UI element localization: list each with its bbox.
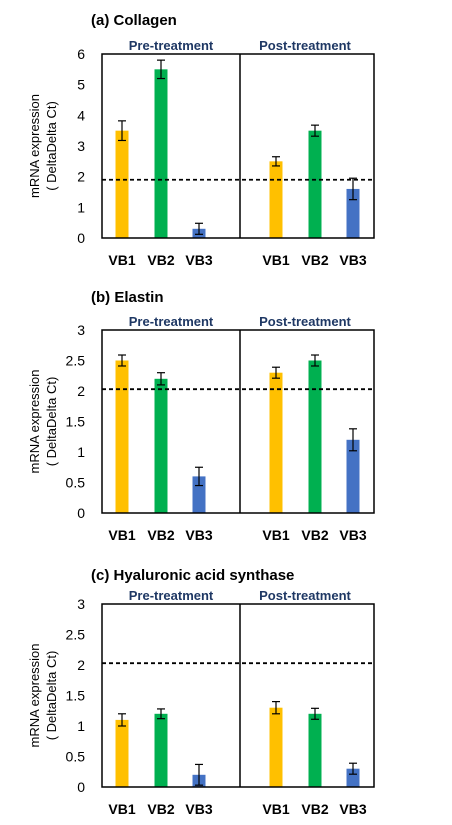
y-tick-label: 1.5 <box>66 414 86 430</box>
y-tick-label: 1 <box>77 444 85 460</box>
chart-title: (c) Hyaluronic acid synthase <box>91 567 294 584</box>
bar-vb1 <box>269 707 283 787</box>
x-tick-label: VB1 <box>262 252 289 268</box>
group-label-post: Post-treatment <box>259 588 351 603</box>
bar-vb2 <box>154 378 168 513</box>
group-label-pre: Pre-treatment <box>129 588 214 603</box>
x-tick-label: VB3 <box>339 527 366 543</box>
bar-vb3 <box>346 439 360 513</box>
bar-vb1 <box>115 360 129 513</box>
y-axis-label: ( DeltaDelta Ct) <box>44 651 59 741</box>
x-tick-label: VB1 <box>262 527 289 543</box>
bar-vb3 <box>346 768 360 787</box>
bar-vb2 <box>154 713 168 787</box>
x-tick-label: VB2 <box>301 801 328 817</box>
y-tick-label: 2.5 <box>66 353 86 369</box>
y-tick-label: 5 <box>77 77 85 93</box>
plot-frame <box>101 53 375 239</box>
x-tick-label: VB3 <box>339 801 366 817</box>
group-label-pre: Pre-treatment <box>129 38 214 53</box>
y-tick-label: 1.5 <box>66 688 86 704</box>
x-tick-label: VB2 <box>147 252 174 268</box>
y-tick-label: 2 <box>77 169 85 185</box>
y-tick-label: 3 <box>77 596 85 612</box>
bar-vb2 <box>308 130 322 238</box>
x-tick-label: VB1 <box>262 801 289 817</box>
group-label-post: Post-treatment <box>259 314 351 329</box>
y-axis-label: mRNA expression <box>27 643 42 747</box>
x-tick-label: VB1 <box>108 527 135 543</box>
y-tick-label: 1 <box>77 718 85 734</box>
bar-vb1 <box>115 130 129 238</box>
plot-frame <box>101 603 375 788</box>
y-axis-label: mRNA expression <box>27 94 42 198</box>
y-tick-label: 4 <box>77 107 85 123</box>
x-tick-label: VB1 <box>108 801 135 817</box>
bar-vb3 <box>346 188 360 238</box>
x-tick-label: VB2 <box>301 527 328 543</box>
y-tick-label: 2 <box>77 657 85 673</box>
bar-vb2 <box>308 360 322 513</box>
y-tick-label: 0.5 <box>66 475 86 491</box>
plot-frame <box>101 329 375 514</box>
y-axis-label: ( DeltaDelta Ct) <box>44 101 59 191</box>
y-tick-label: 0 <box>77 779 85 795</box>
y-tick-label: 3 <box>77 322 85 338</box>
y-axis-label: mRNA expression <box>27 369 42 473</box>
x-tick-label: VB3 <box>185 527 212 543</box>
y-tick-label: 0 <box>77 230 85 246</box>
y-tick-label: 2 <box>77 383 85 399</box>
y-tick-label: 0.5 <box>66 749 86 765</box>
x-tick-label: VB3 <box>339 252 366 268</box>
bar-vb1 <box>269 372 283 513</box>
group-label-pre: Pre-treatment <box>129 314 214 329</box>
y-tick-label: 2.5 <box>66 627 86 643</box>
chart-title: (a) Collagen <box>91 12 177 29</box>
bar-vb2 <box>308 713 322 787</box>
bar-vb1 <box>115 719 129 787</box>
y-tick-label: 1 <box>77 199 85 215</box>
y-tick-label: 3 <box>77 138 85 154</box>
x-tick-label: VB3 <box>185 252 212 268</box>
y-tick-label: 0 <box>77 505 85 521</box>
bar-vb2 <box>154 69 168 238</box>
y-axis-label: ( DeltaDelta Ct) <box>44 377 59 467</box>
bar-vb1 <box>269 161 283 238</box>
x-tick-label: VB2 <box>147 527 174 543</box>
y-tick-label: 6 <box>77 46 85 62</box>
chart-title: (b) Elastin <box>91 289 164 306</box>
x-tick-label: VB1 <box>108 252 135 268</box>
x-tick-label: VB2 <box>301 252 328 268</box>
x-tick-label: VB3 <box>185 801 212 817</box>
group-label-post: Post-treatment <box>259 38 351 53</box>
x-tick-label: VB2 <box>147 801 174 817</box>
